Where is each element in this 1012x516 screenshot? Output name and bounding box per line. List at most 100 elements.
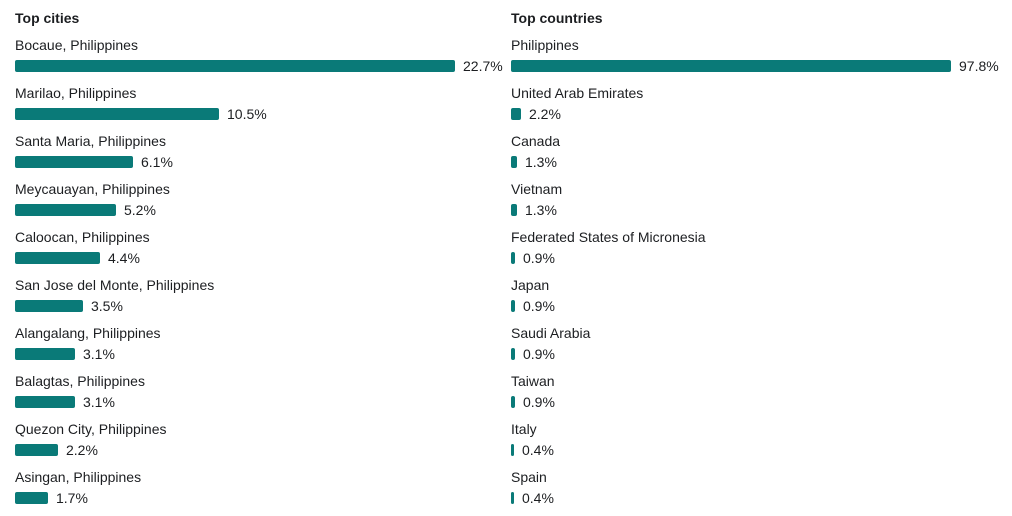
bar-track: 3.1% [15, 390, 505, 414]
category-label: Italy [511, 421, 537, 437]
bar-track: 0.9% [511, 390, 1001, 414]
bar [15, 204, 116, 216]
bar [511, 60, 951, 72]
bar [15, 300, 83, 312]
category-label: Japan [511, 277, 550, 293]
category-label: Vietnam [511, 181, 563, 197]
top-cities-list: Bocaue, Philippines 22.7% Marilao, Philipp… [15, 36, 505, 516]
chart-row: Alangalang, Philippines 3.1% [15, 324, 505, 372]
chart-row: Japan 0.9% [511, 276, 1001, 324]
bar [511, 204, 517, 216]
bar-value-label: 0.9% [523, 298, 555, 314]
bar [15, 396, 75, 408]
bar-track: 2.2% [511, 102, 1001, 126]
bar-value-label: 1.7% [56, 490, 88, 506]
bar-track: 3.1% [15, 342, 505, 366]
bar-value-label: 3.1% [83, 346, 115, 362]
category-label: Alangalang, Philippines [15, 325, 161, 341]
chart-row: Asingan, Philippines 1.7% [15, 468, 505, 516]
bar-track: 1.3% [511, 198, 1001, 222]
bar-track: 1.3% [511, 150, 1001, 174]
bar-track: 1.7% [15, 486, 505, 510]
chart-row: San Jose del Monte, Philippines 3.5% [15, 276, 505, 324]
category-label: Taiwan [511, 373, 555, 389]
chart-row: Santa Maria, Philippines 6.1% [15, 132, 505, 180]
category-label: Spain [511, 469, 547, 485]
category-label: San Jose del Monte, Philippines [15, 277, 215, 293]
bar-value-label: 22.7% [463, 58, 503, 74]
bar-value-label: 2.2% [529, 106, 561, 122]
bar [15, 60, 455, 72]
bar [511, 300, 515, 312]
bar-value-label: 0.4% [522, 490, 554, 506]
bar [511, 348, 515, 360]
chart-row: Italy 0.4% [511, 420, 1001, 468]
bar-track: 3.5% [15, 294, 505, 318]
category-label: Marilao, Philippines [15, 85, 137, 101]
top-cities-panel: Top cities Bocaue, Philippines 22.7% Maril… [15, 8, 505, 516]
bar-track: 0.9% [511, 294, 1001, 318]
chart-row: United Arab Emirates 2.2% [511, 84, 1001, 132]
bar-track: 2.2% [15, 438, 505, 462]
chart-row: Canada 1.3% [511, 132, 1001, 180]
bar-track: 0.9% [511, 342, 1001, 366]
chart-row: Balagtas, Philippines 3.1% [15, 372, 505, 420]
category-label: Philippines [511, 37, 579, 53]
bar-track: 4.4% [15, 246, 505, 270]
category-label: Meycauayan, Philippines [15, 181, 170, 197]
bar-track: 97.8% [511, 54, 1001, 78]
chart-row: Meycauayan, Philippines 5.2% [15, 180, 505, 228]
chart-row: Marilao, Philippines 10.5% [15, 84, 505, 132]
bar-value-label: 5.2% [124, 202, 156, 218]
bar-value-label: 2.2% [66, 442, 98, 458]
category-label: Canada [511, 133, 561, 149]
top-countries-list: Philippines 97.8% United Arab Emirates 2.2%… [511, 36, 1001, 516]
bar-track: 10.5% [15, 102, 505, 126]
bar-value-label: 4.4% [108, 250, 140, 266]
bar [511, 108, 521, 120]
bar [15, 444, 58, 456]
bar-value-label: 1.3% [525, 154, 557, 170]
category-label: Asingan, Philippines [15, 469, 142, 485]
chart-row: Saudi Arabia 0.9% [511, 324, 1001, 372]
category-label: Federated States of Micronesia [511, 229, 706, 245]
category-label: Saudi Arabia [511, 325, 591, 341]
bar [511, 444, 514, 456]
top-countries-panel: Top countries Philippines 97.8% United Ara… [511, 8, 1001, 516]
bar [15, 252, 100, 264]
chart-row: Philippines 97.8% [511, 36, 1001, 84]
bar-track: 5.2% [15, 198, 505, 222]
bar-track: 0.4% [511, 486, 1001, 510]
bar [15, 348, 75, 360]
category-label: United Arab Emirates [511, 85, 644, 101]
bar-value-label: 10.5% [227, 106, 267, 122]
bar [15, 108, 219, 120]
bar-value-label: 6.1% [141, 154, 173, 170]
chart-row: Quezon City, Philippines 2.2% [15, 420, 505, 468]
chart-row: Vietnam 1.3% [511, 180, 1001, 228]
bar-track: 0.4% [511, 438, 1001, 462]
bar-track: 6.1% [15, 150, 505, 174]
bar [511, 252, 515, 264]
chart-row: Bocaue, Philippines 22.7% [15, 36, 505, 84]
category-label: Bocaue, Philippines [15, 37, 138, 53]
top-cities-title: Top cities [15, 10, 80, 26]
category-label: Quezon City, Philippines [15, 421, 167, 437]
bar-value-label: 97.8% [959, 58, 999, 74]
chart-row: Spain 0.4% [511, 468, 1001, 516]
bar [511, 396, 515, 408]
bar-value-label: 1.3% [525, 202, 557, 218]
bar-value-label: 3.1% [83, 394, 115, 410]
bar [15, 492, 48, 504]
top-countries-title: Top countries [511, 10, 603, 26]
bar [511, 156, 517, 168]
category-label: Santa Maria, Philippines [15, 133, 166, 149]
bar-track: 0.9% [511, 246, 1001, 270]
bar-value-label: 0.9% [523, 394, 555, 410]
bar-track: 22.7% [15, 54, 505, 78]
chart-row: Taiwan 0.9% [511, 372, 1001, 420]
chart-row: Caloocan, Philippines 4.4% [15, 228, 505, 276]
bar [511, 492, 514, 504]
bar-value-label: 0.9% [523, 250, 555, 266]
bar-value-label: 0.4% [522, 442, 554, 458]
